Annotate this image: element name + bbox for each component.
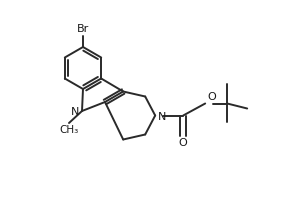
Text: N: N [71, 107, 79, 117]
Text: O: O [207, 92, 216, 102]
Text: Br: Br [77, 24, 89, 34]
Text: CH₃: CH₃ [59, 125, 79, 135]
Text: O: O [179, 138, 188, 148]
Text: N: N [158, 111, 167, 122]
